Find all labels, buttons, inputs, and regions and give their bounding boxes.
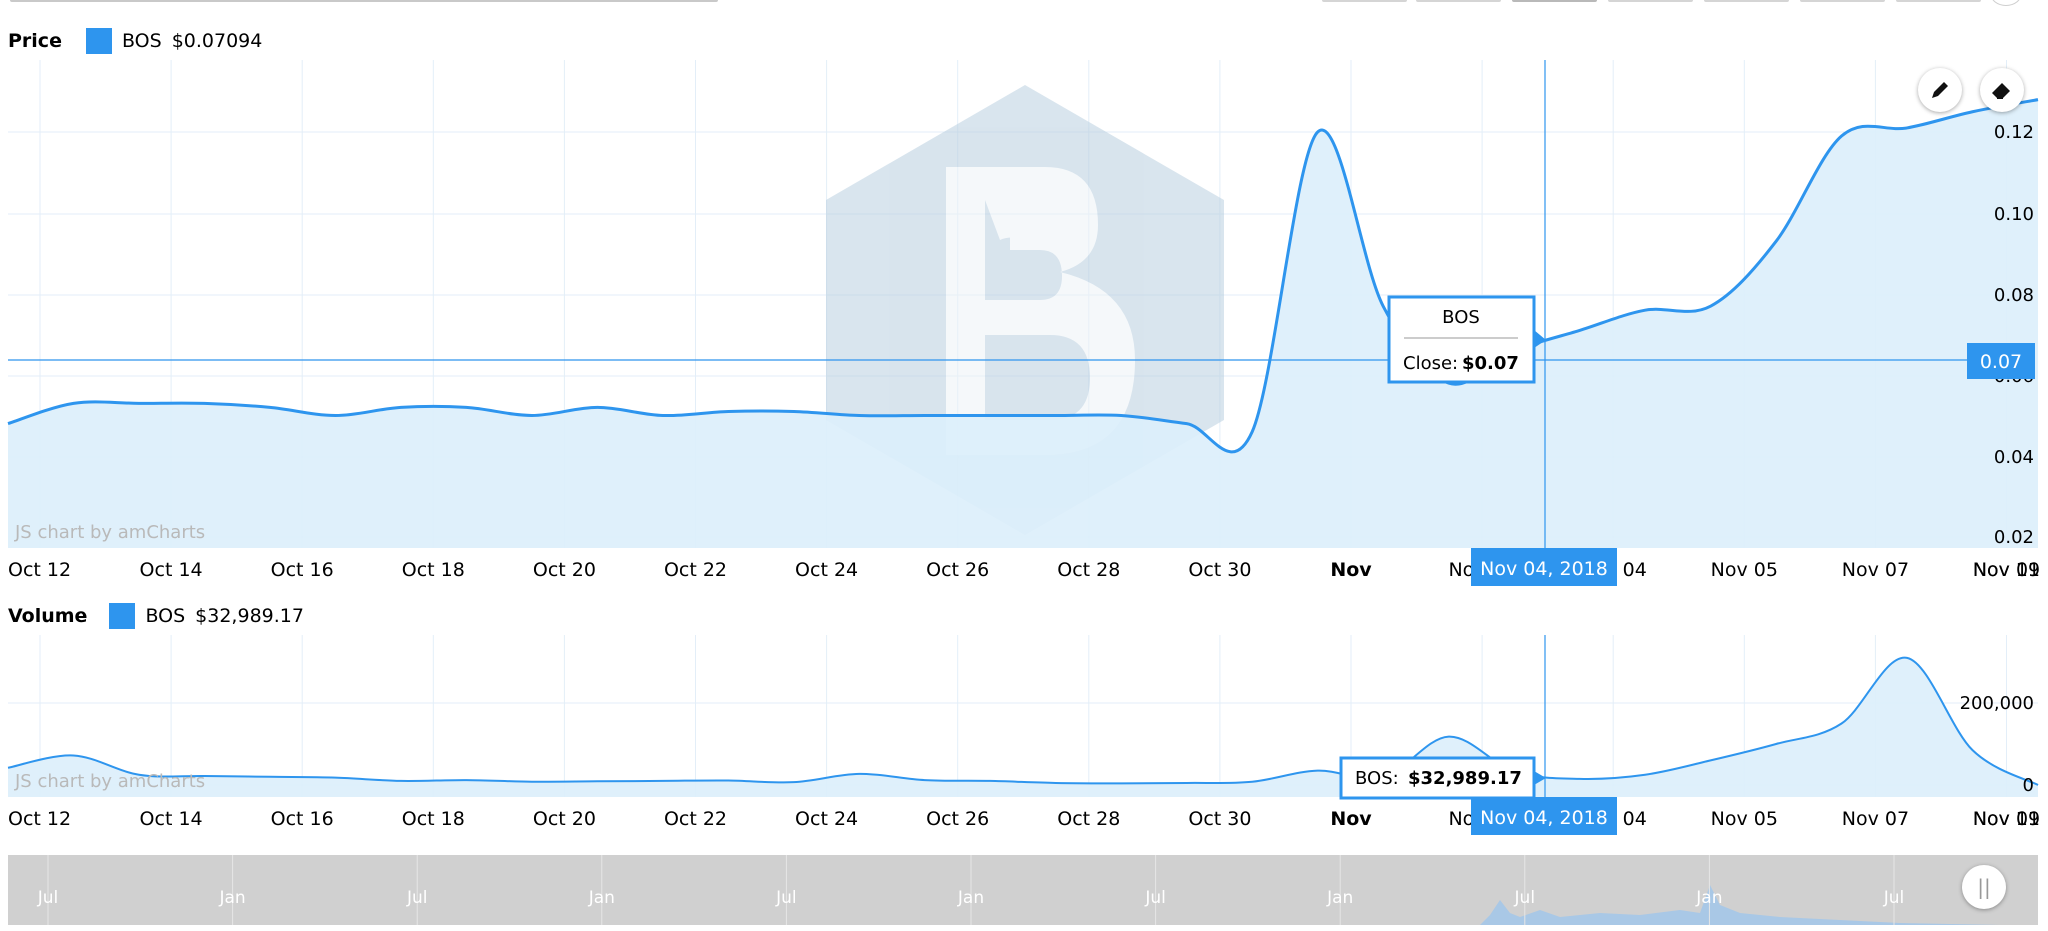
x-tick-label: Oct 28 [1057, 808, 1120, 830]
navigator-label: Jul [406, 888, 428, 908]
volume-tooltip: BOS: $32,989.17 [1339, 756, 1546, 800]
y-tick-label: 0.12 [1994, 122, 2034, 143]
volume-legend-value: $32,989.17 [195, 605, 304, 627]
navigator-label: Jan [1695, 888, 1722, 908]
y-tick-label: 0.04 [1994, 447, 2034, 468]
price-legend: Price BOS $0.07094 [8, 28, 262, 54]
volume-legend-swatch[interactable] [109, 603, 136, 629]
x-tick-label: Nov 05 [1711, 808, 1778, 830]
x-tick-label: Nov [1330, 559, 1372, 581]
navigator-mini-chart [1480, 885, 2000, 925]
price-legend-title: Price [8, 30, 62, 52]
eraser-icon [1992, 83, 2010, 99]
volume-legend: Volume BOS $32,989.17 [8, 603, 304, 629]
price-line [7, 98, 2039, 454]
price-credit[interactable]: JS chart by amCharts [14, 522, 205, 543]
y-tick-label: 0 [2023, 775, 2034, 796]
draw-button[interactable] [1918, 68, 1962, 112]
x-tick-label: Nov 05 [1711, 559, 1778, 581]
search-box-edge[interactable] [10, 0, 718, 2]
volume-credit[interactable]: JS chart by amCharts [14, 771, 205, 792]
x-tick-label: Oct 14 [140, 808, 203, 830]
range-button[interactable] [1322, 0, 1407, 2]
x-tick-label: Nov 11 [1973, 559, 2040, 581]
y-tick-label: 0.02 [1994, 527, 2034, 548]
navigator-label: Jan [1326, 888, 1353, 908]
navigator-label: Jul [1883, 888, 1905, 908]
x-tick-label: Nov 11 [1973, 808, 2040, 830]
x-tick-label: Oct 24 [795, 808, 858, 830]
x-tick-label: Oct 20 [533, 559, 596, 581]
price-cursor-date: Nov 04, 2018 [1480, 558, 1608, 580]
x-tick-label: Oct 16 [271, 559, 334, 581]
x-tick-label: Oct 12 [8, 808, 71, 830]
volume-tooltip-label: BOS: [1355, 768, 1399, 789]
range-button[interactable] [1416, 0, 1501, 2]
navigator-label: Jul [775, 888, 797, 908]
x-tick-label: Oct 18 [402, 808, 465, 830]
navigator-label: Jan [588, 888, 615, 908]
range-button[interactable] [1608, 0, 1693, 2]
volume-line [7, 656, 2039, 786]
range-button[interactable] [1704, 0, 1789, 2]
price-tooltip-label: Close: [1403, 353, 1458, 374]
x-tick-label: Oct 30 [1188, 559, 1251, 581]
y-tick-label: 0.10 [1994, 204, 2034, 225]
range-button-active[interactable] [1512, 0, 1597, 2]
pencil-icon [1932, 82, 1948, 98]
x-tick-label: Oct 30 [1188, 808, 1251, 830]
x-tick-label: Oct 28 [1057, 559, 1120, 581]
volume-legend-series: BOS [145, 605, 186, 627]
x-tick-label: Nov 07 [1842, 808, 1909, 830]
x-tick-label: Oct 14 [140, 559, 203, 581]
navigator-scrollbar[interactable]: Jul Jan Jul Jan Jul Jan Jul Jan Jul Jan Jul [0, 855, 2048, 925]
volume-cursor-date: Nov 04, 2018 [1480, 807, 1608, 829]
x-tick-label: Nov 09 [1973, 808, 2040, 830]
price-legend-swatch[interactable] [85, 28, 112, 54]
price-area [8, 99, 2038, 548]
x-tick-label: Oct 18 [402, 559, 465, 581]
price-cursor-value: 0.07 [1980, 351, 2022, 373]
price-cursor-value-box [1967, 343, 2035, 379]
top-toolbar-edge [0, 0, 2048, 6]
volume-y-ticks: 0 200,000 [1960, 693, 2034, 796]
x-tick-label: Oct 16 [271, 808, 334, 830]
erase-button[interactable] [1980, 68, 2024, 112]
volume-legend-title: Volume [8, 605, 88, 627]
navigator-labels: Jul Jan Jul Jan Jul Jan Jul Jan Jul Jan Jul [37, 855, 1905, 925]
scrollbar-grip[interactable]: || [1962, 865, 2006, 909]
navigator-label: Jan [957, 888, 984, 908]
price-tooltip-title: BOS [1442, 307, 1480, 328]
x-tick-label: Nov 09 [1973, 559, 2040, 581]
x-tick-label: Oct 22 [664, 559, 727, 581]
volume-cursor-date-box [1471, 797, 1617, 835]
navigator-label: Jul [1144, 888, 1166, 908]
x-tick-label: Oct 22 [664, 808, 727, 830]
x-tick-label: Oct 24 [795, 559, 858, 581]
x-tick-label: Nov 07 [1842, 559, 1909, 581]
range-button[interactable] [1896, 0, 1981, 2]
x-tick-label: Oct 26 [926, 559, 989, 581]
navigator-label: Jan [218, 888, 245, 908]
y-tick-label: 200,000 [1960, 693, 2034, 714]
x-tick-label: Oct 26 [926, 808, 989, 830]
range-button[interactable] [1800, 0, 1885, 2]
price-legend-series: BOS [121, 30, 162, 52]
price-cursor-date-box [1471, 548, 1617, 586]
volume-area [8, 657, 2038, 797]
price-x-ticks: Oct 12 Oct 14 Oct 16 Oct 18 Oct 20 Oct 22 Oct … [8, 559, 2040, 581]
y-tick-label: 0.08 [1994, 285, 2034, 306]
x-tick-label: Nov [1330, 808, 1372, 830]
volume-x-ticks: Oct 12 Oct 14 Oct 16 Oct 18 Oct 20 Oct 22 Oct … [8, 808, 2040, 830]
x-tick-label: Oct 12 [8, 559, 71, 581]
price-legend-value: $0.07094 [171, 30, 263, 52]
navigator-label: Jul [1514, 888, 1536, 908]
price-tooltip: BOS Close: $0.07 [1387, 295, 1546, 384]
price-tooltip-value: $0.07 [1462, 353, 1519, 374]
volume-tooltip-value: $32,989.17 [1408, 768, 1522, 789]
navigator-label: Jul [37, 888, 59, 908]
x-tick-label: Oct 20 [533, 808, 596, 830]
